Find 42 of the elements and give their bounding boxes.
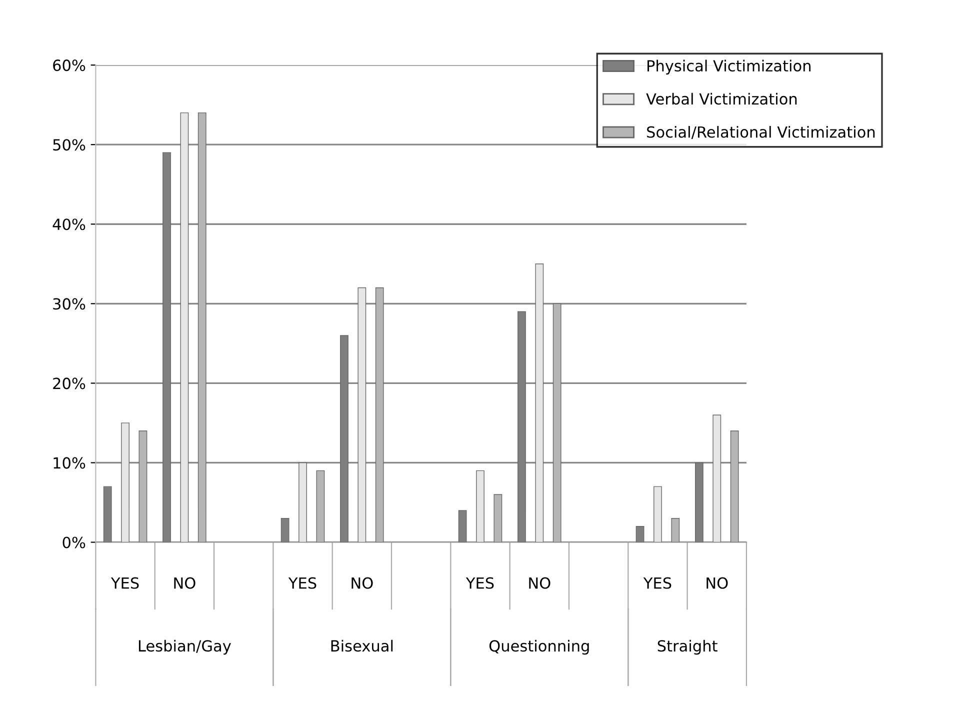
y-tick-label: 30% [53,298,86,310]
text: Bisexual [331,640,393,652]
bar [280,518,290,542]
bar [654,486,662,542]
bar [730,430,739,542]
text: Questionning [489,640,589,655]
bar [121,422,130,542]
y-tick-label: 20% [53,378,86,390]
x-tick-label: NO [529,577,550,589]
bar [476,470,484,542]
legend-label: Social/Relational Victimization [647,126,875,139]
y-tick-label: 50% [53,139,86,151]
legend-label: Physical Victimization [648,60,810,75]
bar [552,303,562,542]
x-tick-label: NO [352,577,373,589]
bar [103,486,112,542]
x-tick-label: NO [706,577,728,589]
x-tick-label: YES [110,577,139,589]
bar [494,494,502,542]
bar [535,264,544,542]
legend-label: Verbal Victimization [646,92,797,105]
bar [358,287,366,542]
bar [712,414,722,542]
bar [298,462,307,542]
text: Lesbian/Gay [138,640,231,655]
x-tick-label: YES [643,577,672,589]
text: Straight [658,640,718,655]
y-tick-label: 40% [52,218,86,230]
x-tick-label: YES [288,577,316,589]
bar [138,430,148,542]
bar [198,112,206,542]
bar [180,112,189,542]
bar [316,470,325,542]
y-tick-label: 0% [62,536,86,548]
y-tick-label: 60% [53,60,86,72]
bar [458,510,467,542]
bar [671,518,680,542]
y-tick-label: 10% [54,457,86,469]
bar [375,287,384,542]
x-tick-label: YES [466,577,494,589]
x-tick-label: NO [174,577,196,589]
bar [636,526,644,542]
